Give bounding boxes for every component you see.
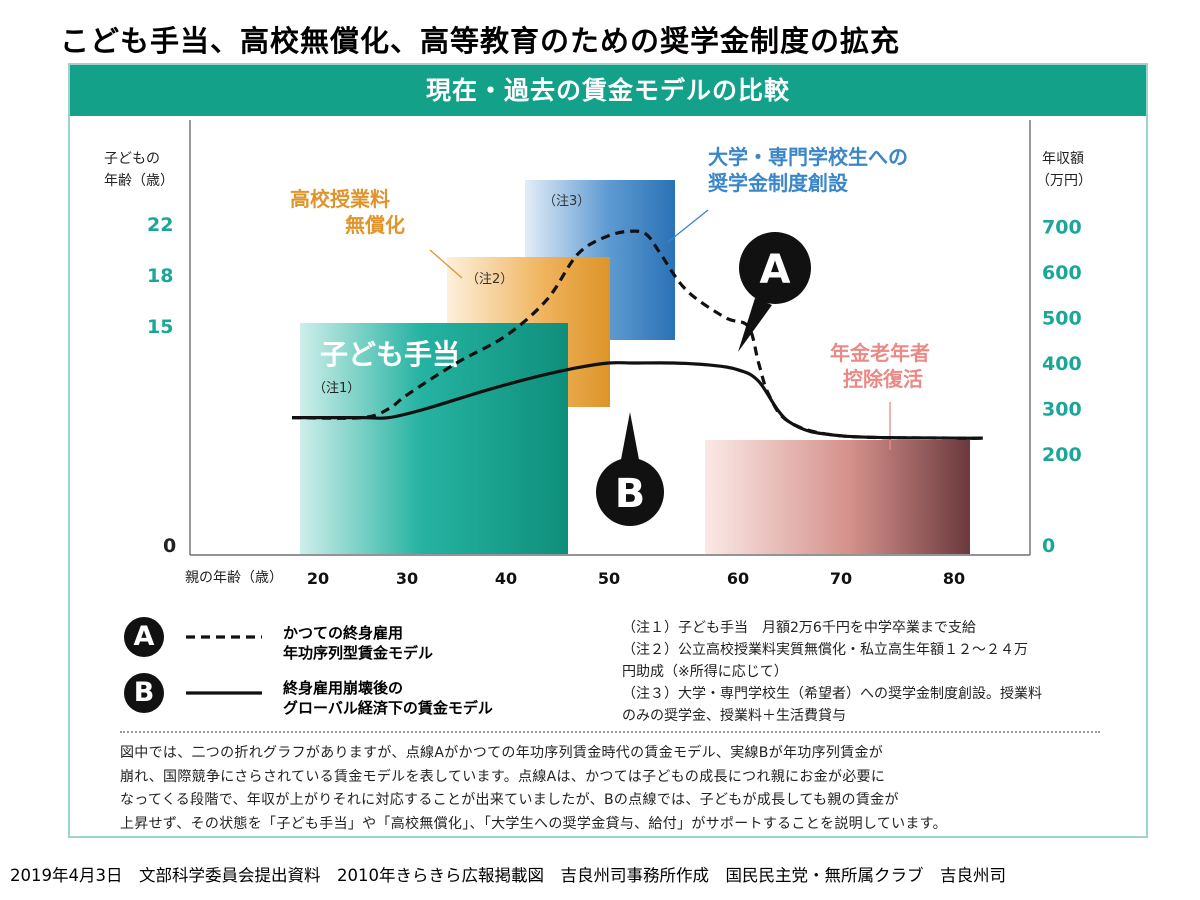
footnote-line: （注２）公立高校授業料実質無償化・私立高生年額１２～２４万 bbox=[622, 642, 1028, 658]
right-axis-label-line2: （万円） bbox=[1036, 173, 1092, 189]
legend-b-badge: B bbox=[124, 673, 164, 713]
band-child-allowance-note: （注1） bbox=[313, 381, 360, 396]
callout-b-letter: B bbox=[615, 471, 646, 517]
band-child-allowance bbox=[300, 323, 568, 554]
band-child-allowance-title: 子ども手当 bbox=[320, 338, 460, 371]
right-tick-label: 700 bbox=[1042, 217, 1082, 239]
university-leader-line bbox=[667, 209, 709, 243]
x-axis-label: 親の年齢（歳） bbox=[185, 570, 283, 586]
footnote-line: のみの奨学金、授業料＋生活費貸与 bbox=[622, 708, 846, 724]
footnote-line: （注１）子ども手当 月額2万6千円を中学卒業まで支給 bbox=[622, 620, 976, 636]
x-tick-label: 20 bbox=[307, 569, 329, 588]
x-tick-label: 40 bbox=[495, 569, 517, 588]
highschool-leader-line bbox=[429, 249, 463, 279]
left-tick-15: 15 bbox=[147, 316, 173, 338]
callout-b-pointer bbox=[620, 412, 640, 465]
series-b-solid-line bbox=[292, 361, 983, 440]
description-line: 図中では、二つの折れグラフがありますが、点線Aがかつての年功序列賃金時代の賃金モ… bbox=[120, 745, 884, 761]
x-axis-ticks: 20 30 40 50 60 70 80 bbox=[307, 569, 965, 588]
right-tick-label: 600 bbox=[1042, 262, 1082, 284]
right-axis-label-line1: 年収額 bbox=[1042, 151, 1084, 167]
x-tick-label: 30 bbox=[396, 569, 418, 588]
x-tick-label: 60 bbox=[727, 569, 749, 588]
legend-a-line2: 年功序列型賃金モデル bbox=[283, 644, 434, 662]
description-line: なってくる段階で、年収が上がりそれに対応することが出来ていましたが、Bの点線では… bbox=[120, 792, 899, 808]
band-university-title-2: 奨学金制度創設 bbox=[707, 171, 849, 195]
series-a-dashed-line bbox=[291, 229, 983, 440]
callout-a-pointer bbox=[738, 298, 772, 352]
band-highschool-title-1: 高校授業料 bbox=[290, 187, 390, 211]
left-axis-label-line2: 年齢（歳） bbox=[104, 173, 174, 189]
x-tick-label: 80 bbox=[943, 569, 965, 588]
left-tick-22: 22 bbox=[147, 214, 173, 236]
band-pension bbox=[705, 440, 970, 554]
left-tick-18: 18 bbox=[147, 265, 173, 287]
callout-a-badge bbox=[739, 232, 811, 304]
band-university-note: （注3） bbox=[543, 194, 590, 209]
description-line: 上昇せず、その状態を「子ども手当」や「高校無償化」、「大学生への奨学金貸与、給付… bbox=[120, 815, 947, 832]
page-title: こども手当、高校無償化、高等教育のための奨学金制度の拡充 bbox=[60, 24, 901, 58]
band-pension-title-1: 年金老年者 bbox=[830, 341, 930, 365]
x-tick-label: 70 bbox=[830, 569, 852, 588]
left-tick-0: 0 bbox=[163, 535, 176, 557]
dotted-divider bbox=[120, 731, 1100, 733]
band-pension-title-2: 控除復活 bbox=[843, 367, 923, 391]
right-tick-label: 500 bbox=[1042, 308, 1082, 330]
callout-b-badge bbox=[596, 458, 664, 526]
band-highschool-note: （注2） bbox=[466, 272, 513, 287]
left-axis-label-line1: 子どもの bbox=[104, 151, 160, 167]
legend-b-line1: 終身雇用崩壊後の bbox=[283, 679, 404, 697]
right-axis-ticks: 0 200 300 400 500 600 700 bbox=[1042, 217, 1082, 558]
panel-header: 現在・過去の賃金モデルの比較 bbox=[70, 65, 1146, 116]
callout-a-letter: A bbox=[760, 247, 791, 293]
band-university-title-1: 大学・専門学校生への bbox=[708, 145, 908, 169]
x-tick-label: 50 bbox=[598, 569, 620, 588]
right-tick-label: 400 bbox=[1042, 353, 1082, 375]
footnote-line: 円助成（※所得に応じて） bbox=[622, 664, 788, 680]
description-line: 崩れ、国際競争にさらされている賃金モデルを表しています。点線Aは、かつては子ども… bbox=[120, 768, 886, 785]
right-tick-label: 0 bbox=[1042, 535, 1055, 557]
right-tick-label: 300 bbox=[1042, 399, 1082, 421]
footnotes: （注１）子ども手当 月額2万6千円を中学卒業まで支給 （注２）公立高校授業料実質… bbox=[622, 617, 1102, 727]
legend-a-badge: A bbox=[124, 617, 164, 657]
description-text: 図中では、二つの折れグラフがありますが、点線Aがかつての年功序列賃金時代の賃金モ… bbox=[120, 742, 1105, 836]
right-tick-label: 200 bbox=[1042, 444, 1082, 466]
legend-a-line1: かつての終身雇用 bbox=[283, 624, 404, 642]
band-highschool-title-2: 無償化 bbox=[345, 213, 405, 237]
footnote-line: （注３）大学・専門学校生（希望者）への奨学金制度創設。授業料 bbox=[622, 686, 1042, 702]
footer-source: 2019年4月3日 文部科学委員会提出資料 2010年きらきら広報掲載図 吉良州… bbox=[10, 866, 1006, 885]
legend-b-line2: グローバル経済下の賃金モデル bbox=[283, 699, 493, 717]
